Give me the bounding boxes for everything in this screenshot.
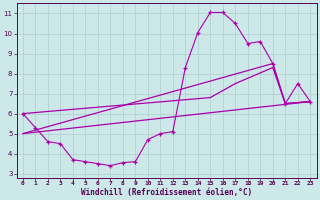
X-axis label: Windchill (Refroidissement éolien,°C): Windchill (Refroidissement éolien,°C) <box>81 188 252 197</box>
